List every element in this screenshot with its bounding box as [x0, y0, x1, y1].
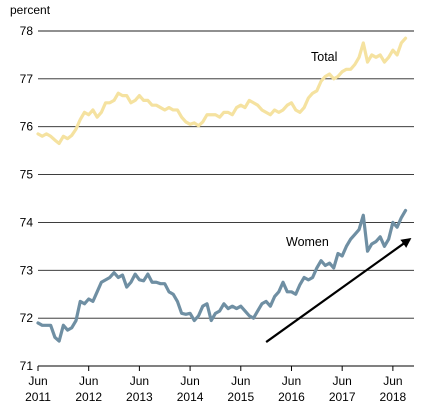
- y-tick-labels: 71 72 73 74 75 76 77 78: [20, 24, 34, 373]
- series-line-women: [36, 208, 408, 343]
- x-tick-label-month: Jun: [231, 374, 250, 388]
- x-tick-label-year: 2013: [126, 390, 153, 404]
- x-tick-label-month: Jun: [28, 374, 47, 388]
- trend-arrow: [265, 238, 412, 343]
- y-tick-label: 74: [20, 215, 34, 229]
- x-tick-label-year: 2011: [25, 390, 51, 404]
- series-lines: [36, 36, 408, 343]
- x-tick-label-month: Jun: [333, 374, 352, 388]
- x-tick-labels: Jun 2011 Jun 2012 Jun 2013 Jun 2014 Jun 2015 Jun 20…: [25, 366, 407, 404]
- x-tick-label-year: 2012: [75, 390, 102, 404]
- y-tick-label: 73: [20, 263, 34, 277]
- x-tick-label-year: 2016: [278, 390, 305, 404]
- annotations: Total Women: [265, 50, 412, 343]
- y-tick-label: 77: [20, 72, 34, 86]
- y-axis-title: percent: [10, 3, 51, 17]
- x-tick-label-year: 2014: [177, 390, 204, 404]
- series-line-total: [36, 36, 408, 146]
- x-tick-label-month: Jun: [130, 374, 149, 388]
- y-tick-label: 76: [20, 120, 34, 134]
- x-tick-label-month: Jun: [79, 374, 98, 388]
- x-tick-label-year: 2015: [227, 390, 254, 404]
- y-tick-label: 75: [20, 168, 34, 182]
- x-tick-label-month: Jun: [180, 374, 199, 388]
- x-tick-label-month: Jun: [383, 374, 402, 388]
- x-tick-label-year: 2017: [329, 390, 356, 404]
- x-tick-label-year: 2018: [380, 390, 407, 404]
- series-label-women: Women: [286, 235, 329, 249]
- x-tick-label-month: Jun: [282, 374, 301, 388]
- gridlines: [38, 30, 414, 367]
- y-tick-label: 78: [20, 24, 34, 38]
- y-tick-label: 72: [20, 311, 34, 325]
- series-label-total: Total: [311, 50, 337, 64]
- y-tick-label: 71: [20, 359, 34, 373]
